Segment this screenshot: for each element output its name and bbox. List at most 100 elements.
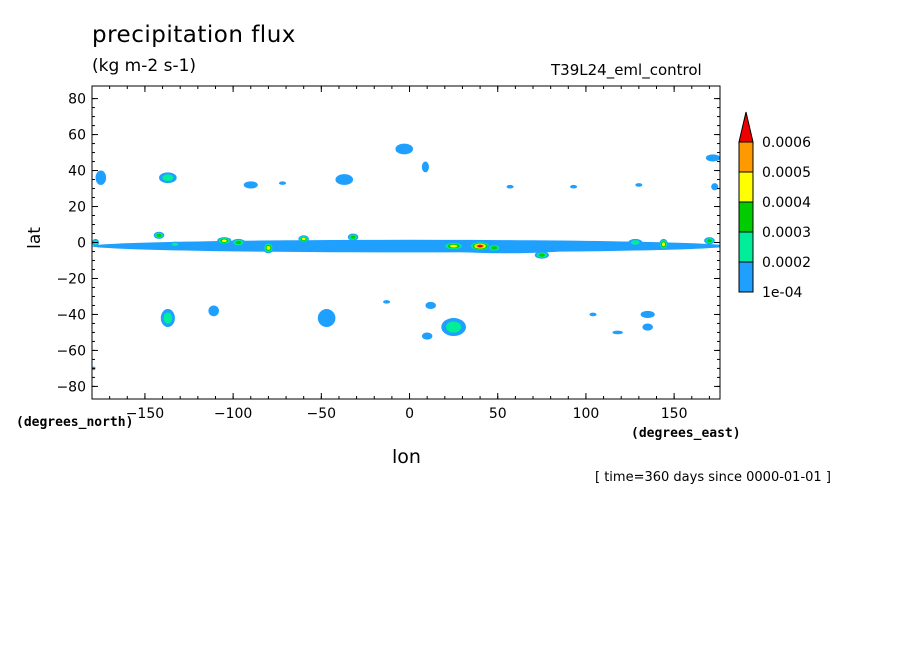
- precip-feature-15: [704, 237, 715, 245]
- contour-fill-level-2: [171, 242, 179, 246]
- precip-feature-11: [298, 235, 309, 243]
- time-note: [ time=360 days since 0000-01-01 ]: [595, 470, 831, 485]
- contour-fill-level-1: [95, 170, 107, 185]
- contour-fill-level-1: [421, 161, 429, 173]
- colorbar-segment: [738, 201, 754, 233]
- precip-feature-12: [347, 233, 359, 241]
- x-axis-label: lon: [392, 446, 421, 468]
- contour-fill-level-1: [383, 300, 391, 304]
- y-tick-label: 80: [68, 92, 86, 108]
- contour-fill-level-1: [421, 332, 433, 340]
- precip-feature-18: [95, 170, 107, 185]
- contour-fill-level-4: [662, 242, 666, 247]
- precip-feature-17: [159, 172, 177, 184]
- precip-feature-19: [243, 181, 258, 189]
- colorbar-segment: [738, 261, 754, 293]
- contour-fill-level-1: [395, 143, 414, 155]
- colorbar-label: 1e-04: [762, 285, 802, 301]
- contour-fill-level-1: [635, 183, 643, 187]
- precip-feature-20: [278, 181, 287, 185]
- contour-fill-level-1: [589, 312, 597, 317]
- x-tick-label: 150: [661, 406, 688, 422]
- contour-fill-level-4: [449, 244, 458, 248]
- precip-feature-6: [153, 231, 165, 239]
- contour-fill-level-2: [162, 174, 174, 182]
- contour-fill-level-1: [705, 154, 720, 162]
- precip-feature-31: [317, 309, 336, 328]
- x-tick-label: −100: [214, 406, 252, 422]
- contour-fill-level-2: [163, 312, 173, 324]
- colorbar-label: 0.0004: [762, 195, 811, 211]
- x-tick-label: 100: [573, 406, 600, 422]
- colorbar-label: 0.0005: [762, 165, 811, 181]
- x-tick-label: −150: [126, 406, 164, 422]
- contour-layer: [92, 143, 720, 371]
- colorbar-segment: [738, 171, 754, 203]
- precip-feature-39: [589, 312, 597, 317]
- y-units-label: (degrees_north): [16, 415, 134, 430]
- contour-fill-level-3: [707, 239, 712, 243]
- colorbar-overflow-triangle: [738, 111, 754, 143]
- colorbar-label: 0.0002: [762, 255, 811, 271]
- precip-feature-35: [441, 318, 466, 337]
- precip-feature-5: [534, 251, 549, 259]
- y-tick-label: 40: [68, 164, 86, 180]
- contour-fill-level-1: [642, 323, 653, 331]
- colorbar-label: 0.0003: [762, 225, 811, 241]
- x-tick-label: 50: [489, 406, 507, 422]
- contour-fill-level-1: [243, 181, 258, 189]
- precip-feature-32: [383, 300, 391, 304]
- run-label: T39L24_eml_control: [551, 61, 702, 79]
- y-tick-label: −80: [56, 379, 86, 395]
- precip-feature-2: [443, 242, 465, 251]
- chart-units: (kg m-2 s-1): [92, 56, 197, 76]
- precip-feature-23: [421, 161, 429, 173]
- precip-feature-10: [263, 242, 274, 254]
- precip-feature-24: [506, 184, 514, 189]
- contour-fill-level-1: [335, 174, 354, 185]
- colorbar-label: 0.0006: [762, 135, 811, 151]
- colorbar-segment: [738, 231, 754, 263]
- y-tick-label: 20: [68, 200, 86, 216]
- precip-feature-30: [208, 305, 220, 317]
- chart-title: precipitation flux: [92, 22, 296, 48]
- contour-fill-level-4: [221, 239, 227, 242]
- precip-feature-34: [425, 301, 436, 310]
- y-tick-label: −40: [56, 307, 86, 323]
- y-tick-label: 0: [77, 236, 86, 252]
- colorbar-segment: [738, 141, 754, 173]
- precip-feature-38: [612, 330, 623, 335]
- precip-feature-4: [487, 244, 502, 252]
- contour-fill-level-1: [278, 181, 287, 185]
- contour-fill-level-4: [301, 237, 306, 241]
- precip-feature-13: [628, 238, 643, 247]
- contour-fill-level-1: [425, 301, 436, 310]
- precip-feature-36: [640, 310, 655, 319]
- contour-fill-level-1: [711, 183, 719, 191]
- axes-layer: −150 −100 −50 0 50 100 150 80 60 40 20 0 −20 −40 −60 −8…: [56, 86, 720, 422]
- contour-fill-level-2: [446, 321, 462, 333]
- contour-fill-level-1: [208, 305, 220, 317]
- contour-fill-level-3: [235, 240, 242, 245]
- y-tick-label: −20: [56, 271, 86, 287]
- precip-feature-28: [711, 183, 719, 191]
- contour-fill-level-3: [350, 235, 356, 239]
- precip-feature-9: [231, 238, 246, 247]
- precip-feature-7: [169, 241, 181, 247]
- x-tick-label: 0: [405, 406, 414, 422]
- contour-fill-level-1: [640, 310, 655, 319]
- precip-feature-27: [705, 154, 720, 162]
- x-tick-label: −50: [307, 406, 337, 422]
- contour-fill-level-1: [570, 184, 578, 189]
- contour-fill-level-3: [156, 233, 162, 237]
- contour-fill-level-6: [477, 244, 483, 248]
- contour-fill-level-4: [266, 246, 271, 250]
- y-tick-label: 60: [68, 128, 86, 144]
- y-tick-label: −60: [56, 343, 86, 359]
- precip-feature-26: [635, 183, 643, 187]
- precip-feature-25: [570, 184, 578, 189]
- precip-feature-33: [421, 332, 433, 340]
- contour-fill-level-3: [491, 246, 498, 250]
- contour-fill-level-2: [630, 240, 640, 245]
